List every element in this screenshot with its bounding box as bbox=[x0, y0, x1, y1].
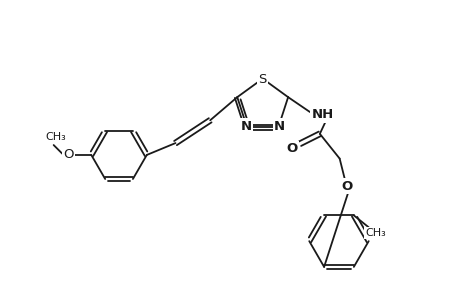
Text: CH₃: CH₃ bbox=[45, 132, 66, 142]
Text: O: O bbox=[340, 180, 352, 193]
Text: N: N bbox=[240, 120, 251, 133]
Text: N: N bbox=[273, 120, 285, 133]
Text: NH: NH bbox=[311, 109, 333, 122]
Text: S: S bbox=[258, 73, 266, 86]
Text: O: O bbox=[286, 142, 297, 155]
Text: CH₃: CH₃ bbox=[364, 228, 385, 238]
Text: O: O bbox=[63, 148, 73, 161]
